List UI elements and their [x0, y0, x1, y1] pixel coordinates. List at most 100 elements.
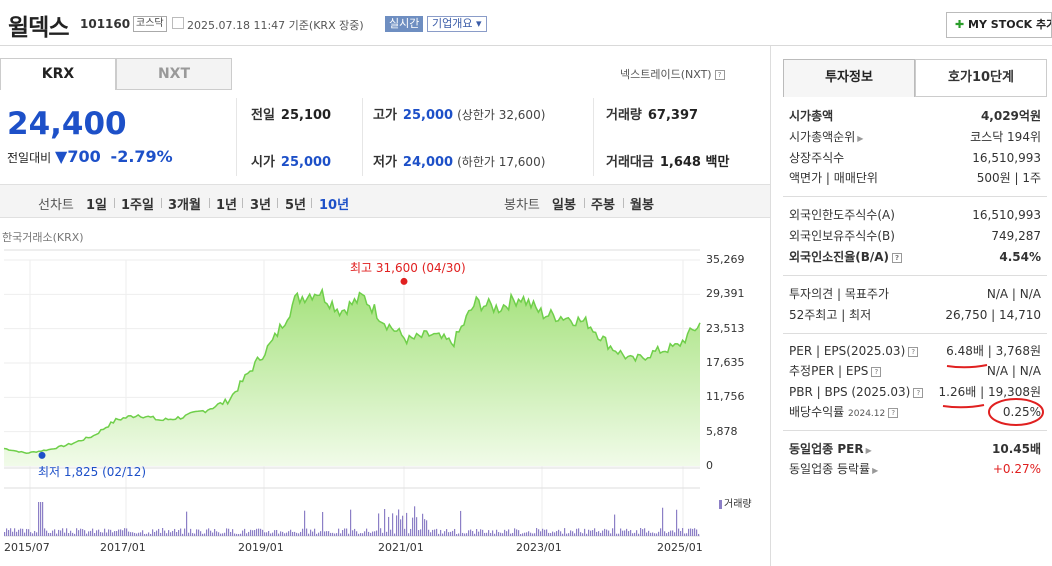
per-label-wrap: PER | EPS(2025.03)?: [789, 343, 919, 359]
volume-bar: [312, 531, 314, 536]
period-5y[interactable]: 5년: [285, 198, 307, 213]
volume-bar: [10, 528, 12, 536]
divider: [209, 198, 210, 208]
volume-bar: [164, 530, 166, 536]
volume-bar: [402, 515, 404, 536]
volume-bar: [318, 532, 320, 536]
period-10y[interactable]: 10년: [319, 198, 350, 213]
volume-bar: [550, 533, 552, 536]
forratio-value: 4.54%: [999, 250, 1041, 264]
volume-bar: [564, 528, 566, 536]
help-icon[interactable]: ?: [888, 407, 899, 418]
volume-bar: [524, 532, 526, 536]
info-sector-rate[interactable]: 동일업종 등락률 ▶ +0.27%: [789, 461, 1041, 477]
candle-weekly[interactable]: 주봉: [591, 198, 615, 213]
volume-bar: [98, 529, 100, 536]
divider: [161, 198, 162, 208]
volume-bar: [256, 528, 258, 536]
volume-bar: [316, 533, 318, 536]
info-forratio: 외국인소진율(B/A)? 4.54%: [789, 249, 1041, 265]
volume-bar: [386, 531, 388, 536]
nextrade-link[interactable]: 넥스트레이드(NXT)?: [620, 66, 725, 82]
x-tick-label: 2021/01: [378, 541, 424, 554]
volume-bar: [158, 528, 160, 536]
divider: [783, 196, 1047, 197]
per-label: PER | EPS(2025.03): [789, 344, 906, 358]
volume-bar: [208, 528, 210, 536]
volume-bar: [190, 528, 192, 536]
mktcap-value: 4,029억원: [980, 109, 1041, 123]
quote-high: 고가 25,000 (상한가 32,600): [373, 104, 545, 123]
volume-bar: [518, 530, 520, 536]
volume-bar: [20, 528, 22, 536]
volume-bar: [182, 533, 184, 536]
info-rank[interactable]: 시가총액순위 ▶ 코스닥 194위: [789, 129, 1041, 145]
info-panel: 투자정보 호가10단계 시가총액 4,029억원 시가총액순위 ▶ 코스닥 194위 …: [770, 46, 1052, 566]
volume-bar: [106, 532, 108, 536]
help-icon[interactable]: ?: [871, 366, 882, 377]
tab-krx[interactable]: KRX: [0, 58, 116, 90]
volume-bar: [504, 529, 506, 536]
tab-invest-info[interactable]: 투자정보: [783, 59, 915, 97]
volume-bar: [372, 531, 374, 536]
help-icon[interactable]: ?: [892, 252, 903, 263]
volume-bar: [696, 529, 698, 536]
period-3m[interactable]: 3개월: [168, 198, 201, 213]
divider: [623, 198, 624, 208]
volume-bar: [656, 533, 658, 536]
help-icon[interactable]: ?: [913, 387, 924, 398]
volume-bar: [592, 530, 594, 536]
tab-hoga[interactable]: 호가10단계: [915, 59, 1047, 97]
add-mystock-button[interactable]: ✚ MY STOCK 추가: [946, 12, 1052, 38]
volume-bar: [474, 533, 476, 536]
volume-bar: [334, 533, 336, 536]
volume-bar: [202, 533, 204, 536]
volume-bar: [618, 533, 620, 536]
sector-rate-label: 동일업종 등락률: [789, 462, 871, 476]
realtime-badge[interactable]: 실시간: [385, 16, 424, 32]
volume-bar: [462, 532, 464, 536]
help-icon[interactable]: ?: [908, 346, 919, 357]
volume-bar: [482, 529, 484, 536]
volume-bar: [634, 532, 636, 536]
volume-bar: [326, 531, 328, 536]
price-chart[interactable]: [0, 0, 770, 566]
period-1y[interactable]: 1년: [216, 198, 238, 213]
tab-nxt[interactable]: NXT: [116, 58, 232, 90]
volume-bar: [562, 533, 564, 536]
volume-bar: [594, 528, 596, 536]
volume-bar: [384, 509, 386, 536]
period-1d[interactable]: 1일: [86, 198, 108, 213]
help-icon[interactable]: ?: [714, 70, 725, 80]
candle-daily[interactable]: 일봉: [552, 198, 576, 213]
volume-bar: [66, 528, 68, 536]
volume-bar: [4, 532, 6, 536]
volume-bar: [72, 532, 74, 536]
quote-amount: 거래대금 1,648 백만: [606, 151, 729, 170]
volume-bar: [44, 528, 46, 536]
candle-monthly[interactable]: 월봉: [630, 198, 654, 213]
volume-bar: [376, 530, 378, 536]
info-sector-per[interactable]: 동일업종 PER ▶ 10.45배: [789, 441, 1041, 457]
change-label: 전일대비: [7, 151, 52, 165]
period-3y[interactable]: 3년: [250, 198, 272, 213]
volume-bar: [416, 517, 418, 536]
x-tick-label: 2025/01: [657, 541, 703, 554]
volume-label: 거래량: [606, 108, 642, 123]
volume-bar: [542, 528, 544, 536]
prev-value: 25,100: [280, 108, 332, 123]
low-label: 최저 1,825 (02/12): [38, 465, 147, 479]
volume-bar: [522, 533, 524, 536]
low-label: 저가: [373, 155, 397, 170]
par-label: 액면가 | 매매단위: [789, 171, 878, 185]
period-1w[interactable]: 1주일: [121, 198, 154, 213]
volume-bar: [520, 533, 522, 536]
volume-bar: [150, 533, 152, 536]
divider: [783, 430, 1047, 431]
volume-bar: [436, 528, 438, 536]
stock-name: 윌덱스: [8, 15, 69, 41]
divider: [593, 98, 594, 176]
company-overview-button[interactable]: 기업개요 ▾: [427, 16, 487, 32]
volume-bar: [108, 529, 110, 536]
high-label: 최고 31,600 (04/30): [350, 261, 466, 275]
